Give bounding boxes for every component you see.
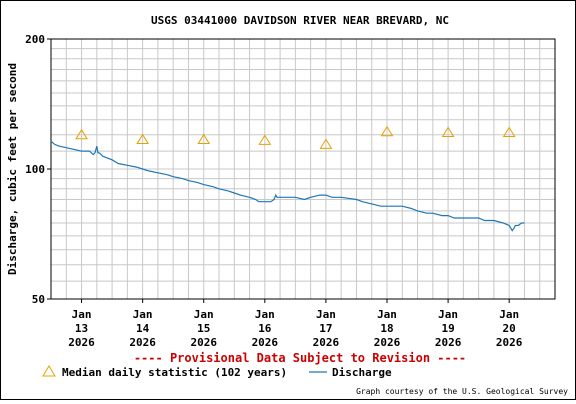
x-tick-label: Jan bbox=[438, 308, 458, 321]
provisional-note: ---- Provisional Data Subject to Revisio… bbox=[134, 351, 466, 365]
x-tick-label: Jan bbox=[316, 308, 336, 321]
y-tick-label: 200 bbox=[25, 33, 45, 46]
x-tick-label: 2026 bbox=[190, 336, 217, 349]
x-tick-label: Jan bbox=[133, 308, 153, 321]
grid-lines bbox=[51, 39, 555, 299]
x-axis: Jan132026Jan142026Jan152026Jan162026Jan1… bbox=[68, 299, 523, 349]
chart-title: USGS 03441000 DAVIDSON RIVER NEAR BREVAR… bbox=[151, 14, 449, 27]
legend-triangle-icon bbox=[42, 365, 56, 377]
x-tick-label: 13 bbox=[75, 322, 88, 335]
median-marker bbox=[441, 126, 455, 137]
y-axis-label: Discharge, cubic feet per second bbox=[6, 63, 19, 275]
x-tick-label: 18 bbox=[380, 322, 393, 335]
x-tick-label: 15 bbox=[197, 322, 210, 335]
legend-median-label: Median daily statistic (102 years) bbox=[62, 366, 287, 379]
discharge-series-line bbox=[50, 140, 525, 232]
x-tick-label: Jan bbox=[194, 308, 214, 321]
x-tick-label: 17 bbox=[319, 322, 332, 335]
median-marker bbox=[75, 128, 88, 140]
x-tick-label: 2026 bbox=[252, 336, 279, 349]
median-marker bbox=[258, 134, 272, 145]
x-tick-label: 2026 bbox=[496, 336, 523, 349]
x-tick-label: 20 bbox=[503, 322, 516, 335]
median-marker bbox=[380, 125, 394, 137]
x-tick-label: 2026 bbox=[68, 336, 95, 349]
x-tick-label: 2026 bbox=[313, 336, 340, 349]
x-tick-label: Jan bbox=[72, 308, 92, 321]
legend-discharge-label: Discharge bbox=[332, 366, 392, 379]
x-tick-label: Jan bbox=[499, 308, 519, 321]
y-tick-label: 100 bbox=[25, 163, 45, 176]
usgs-credit: Graph courtesy of the U.S. Geological Su… bbox=[356, 387, 568, 396]
median-marker bbox=[136, 133, 150, 145]
median-marker bbox=[197, 133, 211, 145]
y-axis: 50 100 200 bbox=[25, 33, 51, 306]
x-tick-label: 16 bbox=[258, 322, 272, 335]
x-tick-label: 2026 bbox=[435, 336, 462, 349]
x-tick-label: Jan bbox=[377, 308, 397, 321]
x-tick-label: Jan bbox=[255, 308, 275, 321]
median-marker bbox=[502, 126, 516, 137]
legend: Median daily statistic (102 years) Disch… bbox=[42, 365, 392, 379]
median-markers bbox=[75, 125, 516, 149]
median-marker bbox=[319, 138, 333, 149]
y-tick-label: 50 bbox=[32, 293, 45, 306]
x-tick-label: 2026 bbox=[374, 336, 401, 349]
x-tick-label: 2026 bbox=[129, 336, 156, 349]
x-tick-label: 19 bbox=[441, 322, 454, 335]
x-tick-label: 14 bbox=[136, 322, 150, 335]
